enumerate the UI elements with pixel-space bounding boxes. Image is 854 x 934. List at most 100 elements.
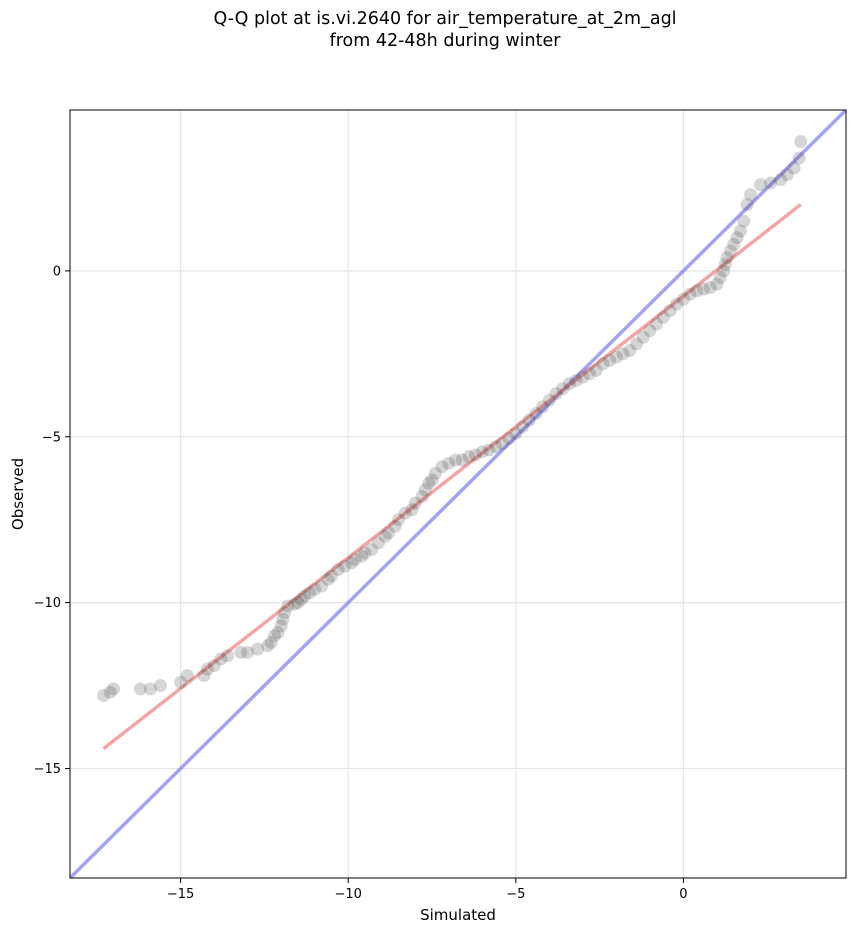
data-point [792, 151, 806, 165]
data-point [418, 483, 432, 497]
data-point [502, 431, 516, 445]
y-tick-label: −10 [34, 596, 61, 611]
data-point [636, 330, 650, 344]
data-point [780, 168, 794, 182]
data-points [97, 135, 808, 703]
data-point [133, 682, 147, 696]
data-point [298, 589, 312, 603]
data-point [529, 407, 543, 421]
data-point [314, 579, 328, 593]
data-point [723, 244, 737, 258]
data-point [516, 420, 530, 434]
data-point [324, 569, 338, 583]
data-point [442, 456, 456, 470]
data-point [764, 176, 778, 190]
chart-title-line-2: from 42-48h during winter [329, 31, 561, 51]
y-tick-label: 0 [53, 264, 61, 279]
data-point [720, 251, 734, 265]
data-point [276, 612, 290, 626]
data-point [321, 572, 335, 586]
data-point [294, 592, 308, 606]
data-point [338, 559, 352, 573]
x-tick-label: 0 [679, 887, 687, 902]
data-point [787, 161, 801, 175]
data-point [643, 324, 657, 338]
data-point [509, 426, 523, 440]
data-point [415, 489, 429, 503]
x-tick-label: −5 [506, 887, 525, 902]
data-point [754, 178, 768, 192]
data-point [713, 271, 727, 285]
data-point [428, 466, 442, 480]
data-point [650, 317, 664, 331]
data-point [740, 198, 754, 212]
data-point [355, 549, 369, 563]
data-point [378, 529, 392, 543]
data-point [267, 629, 281, 643]
data-point [589, 363, 603, 377]
data-point [405, 503, 419, 517]
x-axis-label: Simulated [420, 906, 496, 924]
y-tick-label: −15 [34, 762, 61, 777]
data-point [690, 284, 704, 298]
data-point [107, 682, 121, 696]
data-point [154, 679, 168, 693]
data-point [274, 619, 288, 633]
fit-line [102, 203, 802, 750]
x-tick-label: −15 [167, 887, 194, 902]
data-point [469, 448, 483, 462]
reference-lines [70, 110, 846, 878]
data-point [670, 297, 684, 311]
data-point [596, 357, 610, 371]
data-point [241, 645, 255, 659]
data-point [542, 393, 556, 407]
data-point [348, 553, 362, 567]
data-point [629, 337, 643, 351]
data-point [281, 599, 295, 613]
data-point [331, 562, 345, 576]
data-point [381, 526, 395, 540]
data-point [291, 596, 305, 610]
data-point [737, 214, 751, 228]
data-point [371, 536, 385, 550]
data-point [448, 453, 462, 467]
data-point [743, 188, 757, 202]
data-point [703, 280, 717, 294]
data-point [207, 659, 221, 673]
data-point [794, 135, 808, 149]
data-point [710, 277, 724, 291]
data-point [365, 543, 379, 557]
chart-title-line-1: Q-Q plot at is.vi.2640 for air_temperatu… [213, 9, 677, 29]
identity-line [70, 110, 846, 878]
data-point [489, 440, 503, 454]
data-point [345, 556, 359, 570]
data-point [683, 287, 697, 301]
data-point [576, 370, 590, 384]
data-point [663, 304, 677, 318]
data-point [200, 662, 214, 676]
data-point [435, 460, 449, 474]
data-point [495, 436, 509, 450]
data-point [609, 350, 623, 364]
data-point [221, 649, 235, 663]
data-point [603, 353, 617, 367]
data-point [774, 173, 788, 187]
data-point [303, 586, 317, 600]
data-point [197, 669, 211, 683]
data-point [697, 282, 711, 296]
data-point [583, 367, 597, 381]
data-point [425, 473, 439, 487]
data-point [103, 685, 117, 699]
plot-frame [69, 109, 847, 879]
chart-title: Q-Q plot at is.vi.2640 for air_temperatu… [0, 8, 854, 52]
data-point [288, 597, 302, 611]
data-point [730, 231, 744, 245]
data-point [536, 400, 550, 414]
data-point [234, 645, 248, 659]
data-point [278, 606, 292, 620]
axis-ticks: −15 −10 −5 0 −15 −10 −5 0 [34, 264, 688, 902]
data-point [271, 626, 285, 640]
data-point [549, 387, 563, 401]
data-point [616, 347, 630, 361]
y-tick-label: −5 [42, 430, 61, 445]
